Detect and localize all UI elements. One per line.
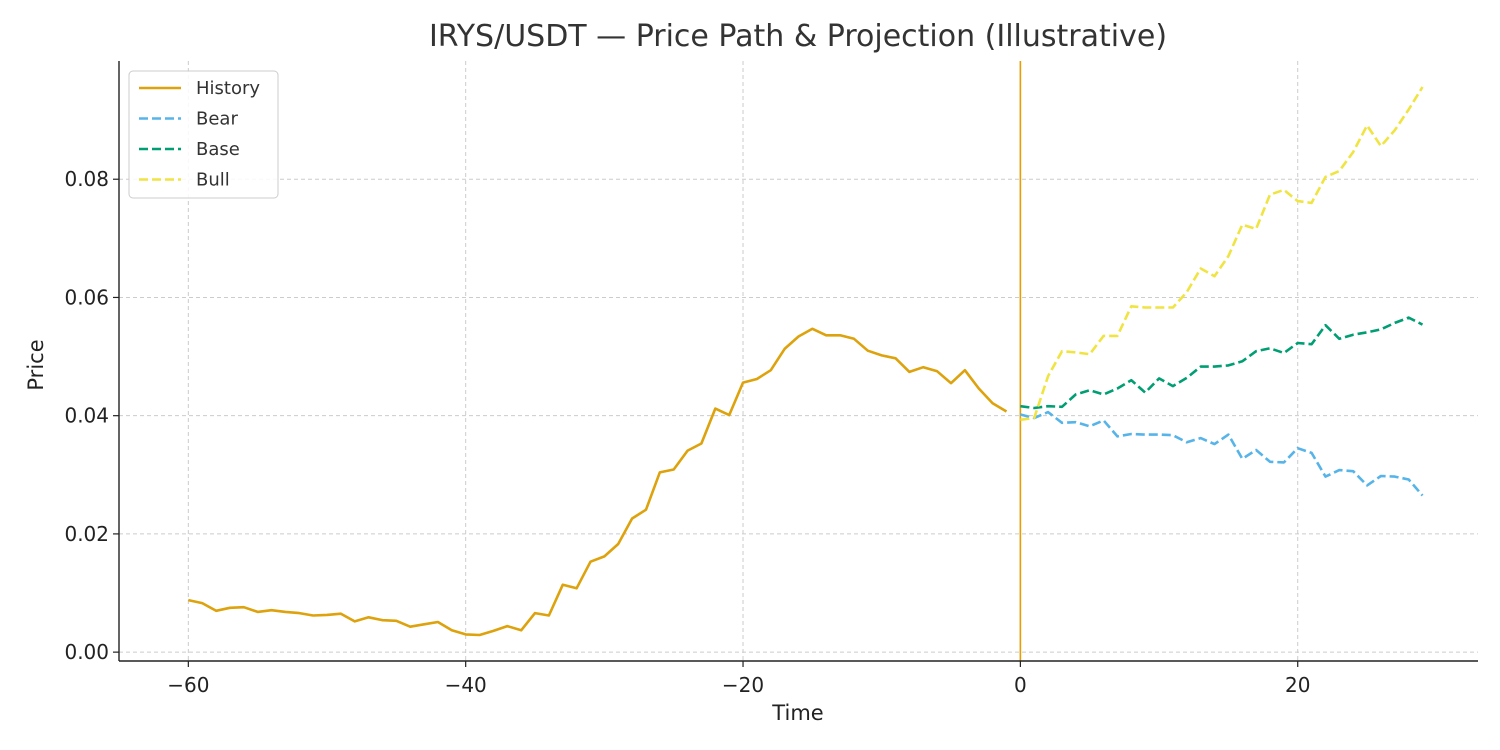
legend-label-base: Base (196, 139, 240, 160)
x-tick-label: 0 (1014, 673, 1027, 697)
x-tick-label: 20 (1285, 673, 1310, 697)
y-tick-label: 0.06 (64, 285, 109, 309)
y-tick-label: 0.08 (64, 167, 109, 191)
series-line-bear (1020, 410, 1424, 497)
x-tick-label: −40 (445, 673, 487, 697)
x-axis-label: Time (771, 701, 823, 725)
series-layer (188, 86, 1424, 637)
legend-label-bear: Bear (196, 109, 238, 130)
x-tick-label: −60 (167, 673, 209, 697)
axes: −60 −40 −20 0 20 0.00 0.02 0.04 0.06 0.08 (64, 61, 1478, 697)
y-axis-label: Price (24, 339, 48, 390)
legend: History Bear Base Bull (128, 70, 279, 199)
y-tick-label: 0.02 (64, 522, 109, 546)
legend-label-history: History (196, 78, 260, 99)
y-tick-label: 0.04 (64, 404, 109, 428)
chart-title: IRYS/USDT — Price Path & Projection (Ill… (429, 19, 1167, 54)
y-tick-label: 0.00 (64, 640, 109, 664)
legend-label-bull: Bull (196, 170, 230, 191)
legend-box (128, 70, 279, 199)
series-line-bull (1020, 86, 1424, 422)
grid (119, 61, 1478, 661)
x-tick-label: −20 (722, 673, 764, 697)
series-line-history (188, 327, 1008, 637)
series-line-base (1020, 316, 1424, 410)
